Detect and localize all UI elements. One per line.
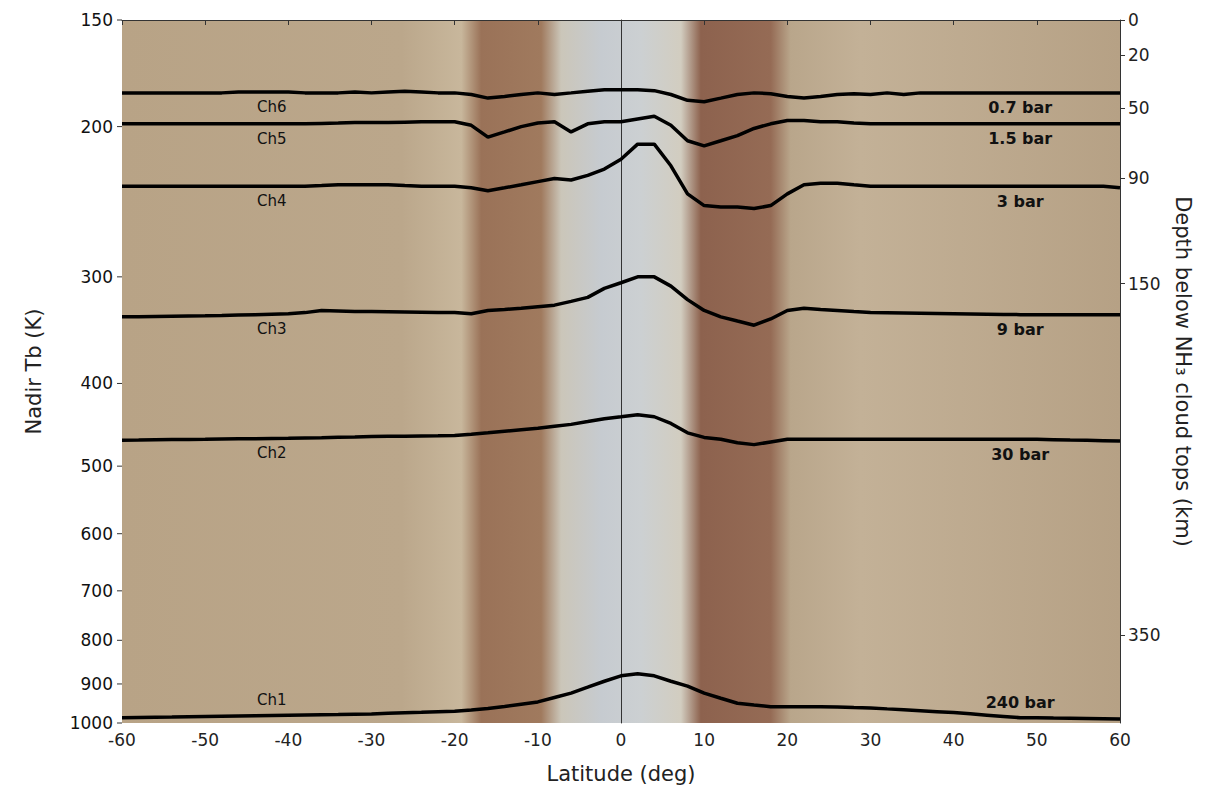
svg-text:30: 30 xyxy=(860,730,882,750)
svg-text:0: 0 xyxy=(616,730,627,750)
svg-text:90: 90 xyxy=(1128,168,1150,188)
svg-text:-30: -30 xyxy=(358,730,386,750)
svg-text:20: 20 xyxy=(1128,45,1150,65)
svg-text:200: 200 xyxy=(81,117,113,137)
svg-text:350: 350 xyxy=(1128,625,1160,645)
svg-text:40: 40 xyxy=(943,730,965,750)
svg-text:1000: 1000 xyxy=(70,713,113,733)
svg-text:-20: -20 xyxy=(441,730,469,750)
svg-text:Ch3: Ch3 xyxy=(257,320,287,338)
svg-text:Depth below NH₃ cloud tops (km: Depth below NH₃ cloud tops (km) xyxy=(1171,196,1195,547)
svg-text:300: 300 xyxy=(81,267,113,287)
svg-text:9 bar: 9 bar xyxy=(997,320,1044,339)
svg-text:900: 900 xyxy=(81,674,113,694)
svg-text:20: 20 xyxy=(777,730,799,750)
svg-text:-50: -50 xyxy=(191,730,219,750)
svg-text:400: 400 xyxy=(81,373,113,393)
svg-text:Ch2: Ch2 xyxy=(257,444,287,462)
svg-text:240 bar: 240 bar xyxy=(986,693,1055,712)
svg-text:Ch4: Ch4 xyxy=(257,192,287,210)
svg-text:30 bar: 30 bar xyxy=(991,445,1049,464)
svg-text:600: 600 xyxy=(81,524,113,544)
svg-text:150: 150 xyxy=(1128,274,1160,294)
svg-text:0.7 bar: 0.7 bar xyxy=(988,98,1052,117)
svg-text:60: 60 xyxy=(1109,730,1131,750)
svg-text:0: 0 xyxy=(1128,10,1139,30)
svg-text:-10: -10 xyxy=(524,730,552,750)
svg-text:10: 10 xyxy=(693,730,715,750)
svg-text:800: 800 xyxy=(81,630,113,650)
svg-text:1.5 bar: 1.5 bar xyxy=(988,129,1052,148)
svg-text:-40: -40 xyxy=(274,730,302,750)
svg-text:Ch1: Ch1 xyxy=(257,691,287,709)
svg-text:Nadir Tb (K): Nadir Tb (K) xyxy=(22,308,46,434)
svg-text:150: 150 xyxy=(81,10,113,30)
svg-text:50: 50 xyxy=(1128,98,1150,118)
svg-text:Ch5: Ch5 xyxy=(257,130,287,148)
svg-text:-60: -60 xyxy=(108,729,136,750)
svg-text:500: 500 xyxy=(81,456,113,476)
svg-text:Latitude (deg): Latitude (deg) xyxy=(546,762,695,786)
svg-text:Ch6: Ch6 xyxy=(257,98,287,116)
svg-text:3 bar: 3 bar xyxy=(997,192,1044,211)
svg-text:50: 50 xyxy=(1026,730,1048,750)
svg-text:700: 700 xyxy=(81,581,113,601)
